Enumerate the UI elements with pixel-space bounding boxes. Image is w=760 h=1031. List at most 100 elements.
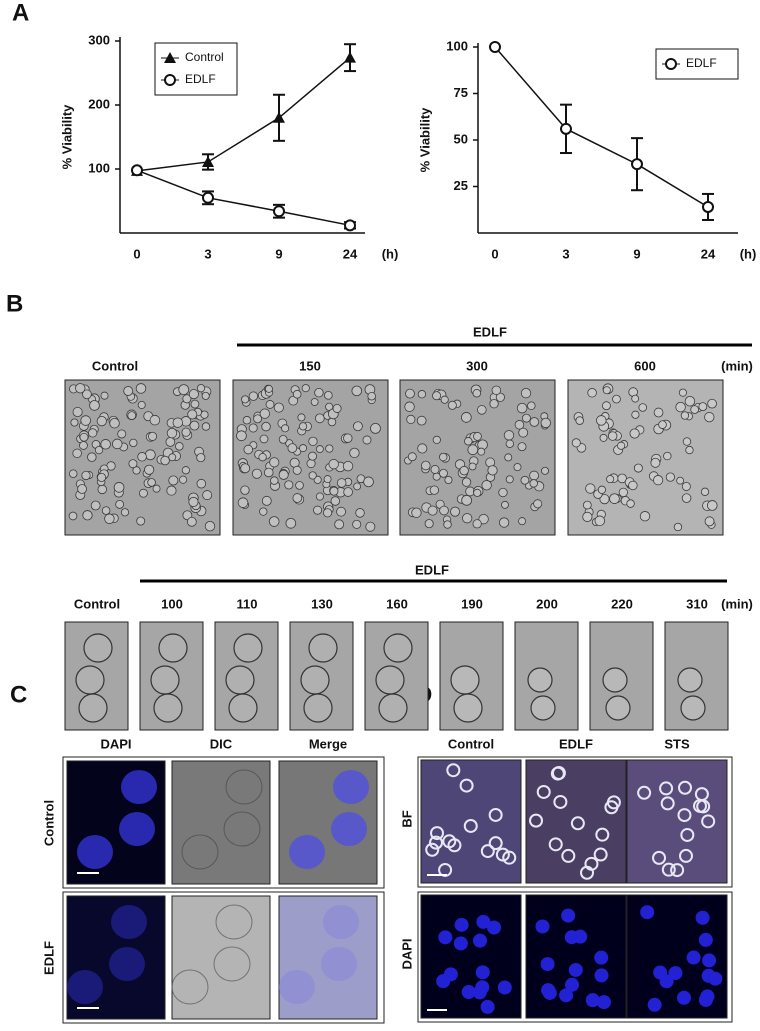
cell bbox=[236, 430, 247, 442]
cell bbox=[189, 420, 200, 431]
nucleus bbox=[565, 977, 580, 992]
cell bbox=[468, 462, 477, 471]
cell bbox=[447, 400, 457, 410]
cell bbox=[152, 484, 161, 493]
nucleus bbox=[109, 947, 145, 981]
cell bbox=[631, 394, 640, 403]
cell bbox=[473, 488, 482, 497]
cell bbox=[172, 417, 183, 428]
time-label: 190 bbox=[461, 596, 483, 611]
cell bbox=[253, 414, 263, 424]
treatment-label: EDLF bbox=[415, 562, 449, 577]
panel-frame bbox=[417, 891, 733, 1023]
cell bbox=[292, 465, 302, 475]
cell bbox=[322, 508, 333, 518]
unit-label: (min) bbox=[721, 596, 753, 611]
marker bbox=[202, 155, 214, 167]
cell bbox=[362, 435, 372, 445]
cell bbox=[527, 667, 553, 693]
cell bbox=[310, 398, 319, 406]
cell bbox=[551, 766, 566, 781]
legend-label: EDLF bbox=[686, 56, 717, 70]
cell bbox=[529, 813, 544, 828]
y-tick-label: 200 bbox=[88, 96, 110, 111]
cell bbox=[160, 455, 170, 466]
cell bbox=[595, 827, 610, 842]
marker bbox=[489, 41, 501, 53]
cell bbox=[135, 383, 147, 394]
cell bbox=[181, 427, 191, 437]
legend-label: Control bbox=[185, 50, 224, 64]
nucleus bbox=[596, 995, 611, 1010]
cell bbox=[196, 453, 206, 463]
cell bbox=[306, 459, 316, 469]
cell bbox=[284, 480, 294, 490]
nucleus bbox=[321, 947, 357, 981]
cell bbox=[259, 507, 268, 516]
cell bbox=[429, 485, 440, 495]
cell bbox=[605, 695, 631, 721]
marker bbox=[344, 219, 356, 232]
cell bbox=[420, 460, 431, 471]
cell bbox=[637, 785, 652, 800]
cell bbox=[628, 480, 638, 491]
line bbox=[136, 169, 351, 227]
cell bbox=[477, 405, 487, 415]
cell bbox=[204, 520, 216, 532]
nucleus bbox=[698, 932, 713, 947]
cell bbox=[602, 386, 611, 395]
cell bbox=[629, 428, 640, 439]
cell bbox=[343, 433, 353, 443]
cell bbox=[148, 431, 158, 441]
cell bbox=[681, 493, 692, 503]
cell bbox=[281, 424, 290, 433]
cell bbox=[660, 796, 675, 811]
cell bbox=[168, 453, 177, 462]
cell bbox=[269, 457, 280, 468]
cell bbox=[694, 787, 709, 802]
cell bbox=[638, 403, 648, 412]
cell bbox=[680, 695, 706, 721]
cell bbox=[101, 506, 111, 515]
cell bbox=[406, 414, 416, 424]
cell bbox=[682, 437, 692, 446]
cell bbox=[263, 467, 274, 478]
cell bbox=[495, 847, 510, 862]
cell bbox=[663, 451, 672, 461]
cell bbox=[285, 517, 297, 529]
micrograph bbox=[525, 894, 627, 1019]
cell bbox=[430, 465, 440, 474]
cell bbox=[462, 513, 473, 524]
cell bbox=[94, 445, 104, 455]
cell bbox=[201, 391, 210, 400]
micrograph bbox=[171, 760, 271, 885]
nucleus bbox=[640, 905, 655, 920]
cell bbox=[68, 469, 78, 478]
cell bbox=[351, 385, 363, 397]
cell bbox=[677, 780, 692, 795]
cell bbox=[582, 500, 592, 510]
cell bbox=[704, 516, 715, 527]
cell bbox=[136, 516, 146, 526]
time-label: Control bbox=[92, 358, 138, 373]
nucleus bbox=[702, 953, 717, 968]
cell bbox=[88, 428, 98, 438]
cell bbox=[427, 505, 438, 516]
cell bbox=[168, 475, 179, 486]
column-label: STS bbox=[664, 736, 690, 751]
cell bbox=[675, 401, 686, 413]
cell bbox=[248, 391, 259, 401]
cell bbox=[487, 465, 498, 476]
time-label: 130 bbox=[311, 596, 333, 611]
cell bbox=[100, 439, 111, 450]
nucleus bbox=[695, 910, 710, 925]
x-tick-label: 24 bbox=[701, 246, 716, 261]
cell bbox=[258, 452, 267, 462]
time-label: 110 bbox=[237, 596, 258, 611]
nucleus bbox=[323, 905, 359, 939]
nucleus bbox=[686, 950, 701, 965]
cell bbox=[473, 432, 482, 441]
cell bbox=[228, 693, 258, 723]
cell bbox=[300, 665, 330, 695]
nucleus bbox=[480, 999, 495, 1014]
